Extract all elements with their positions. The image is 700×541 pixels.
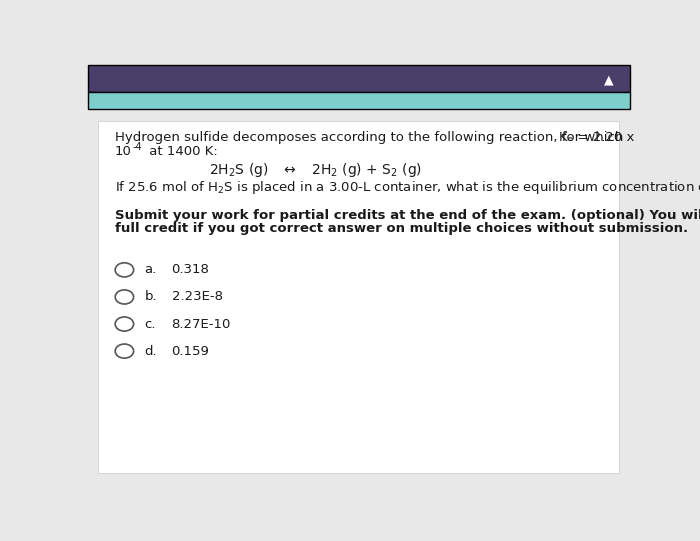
Circle shape bbox=[116, 317, 134, 331]
Text: 2.23E-8: 2.23E-8 bbox=[172, 291, 223, 304]
Circle shape bbox=[116, 290, 134, 304]
Text: Submit your work for partial credits at the end of the exam. (optional) You will: Submit your work for partial credits at … bbox=[115, 209, 700, 222]
FancyBboxPatch shape bbox=[98, 121, 619, 473]
Text: ▲: ▲ bbox=[603, 73, 613, 86]
Circle shape bbox=[116, 263, 134, 277]
FancyBboxPatch shape bbox=[88, 92, 630, 109]
FancyBboxPatch shape bbox=[88, 65, 630, 92]
Text: full credit if you got correct answer on multiple choices without submission.: full credit if you got correct answer on… bbox=[115, 222, 687, 235]
Text: at 1400 K:: at 1400 K: bbox=[145, 144, 218, 157]
Text: Hydrogen sulfide decomposes according to the following reaction, for which: Hydrogen sulfide decomposes according to… bbox=[115, 131, 623, 144]
Text: 10: 10 bbox=[115, 144, 132, 157]
Text: If 25.6 mol of H$_2$S is placed in a 3.00-L container, what is the equilibrium c: If 25.6 mol of H$_2$S is placed in a 3.0… bbox=[115, 179, 700, 196]
Text: 0.318: 0.318 bbox=[172, 263, 209, 276]
Circle shape bbox=[116, 344, 134, 358]
Text: a.: a. bbox=[144, 263, 157, 276]
Text: Kₑ = 2.20 x: Kₑ = 2.20 x bbox=[559, 131, 635, 144]
Text: b.: b. bbox=[144, 291, 157, 304]
Text: 8.27E-10: 8.27E-10 bbox=[172, 318, 231, 331]
Text: -4: -4 bbox=[132, 142, 142, 152]
Text: d.: d. bbox=[144, 345, 157, 358]
Text: c.: c. bbox=[144, 318, 156, 331]
Text: 2H$_2$S (g)   $\leftrightarrow$   2H$_2$ (g) + S$_2$ (g): 2H$_2$S (g) $\leftrightarrow$ 2H$_2$ (g)… bbox=[209, 161, 422, 179]
Text: 0.159: 0.159 bbox=[172, 345, 209, 358]
